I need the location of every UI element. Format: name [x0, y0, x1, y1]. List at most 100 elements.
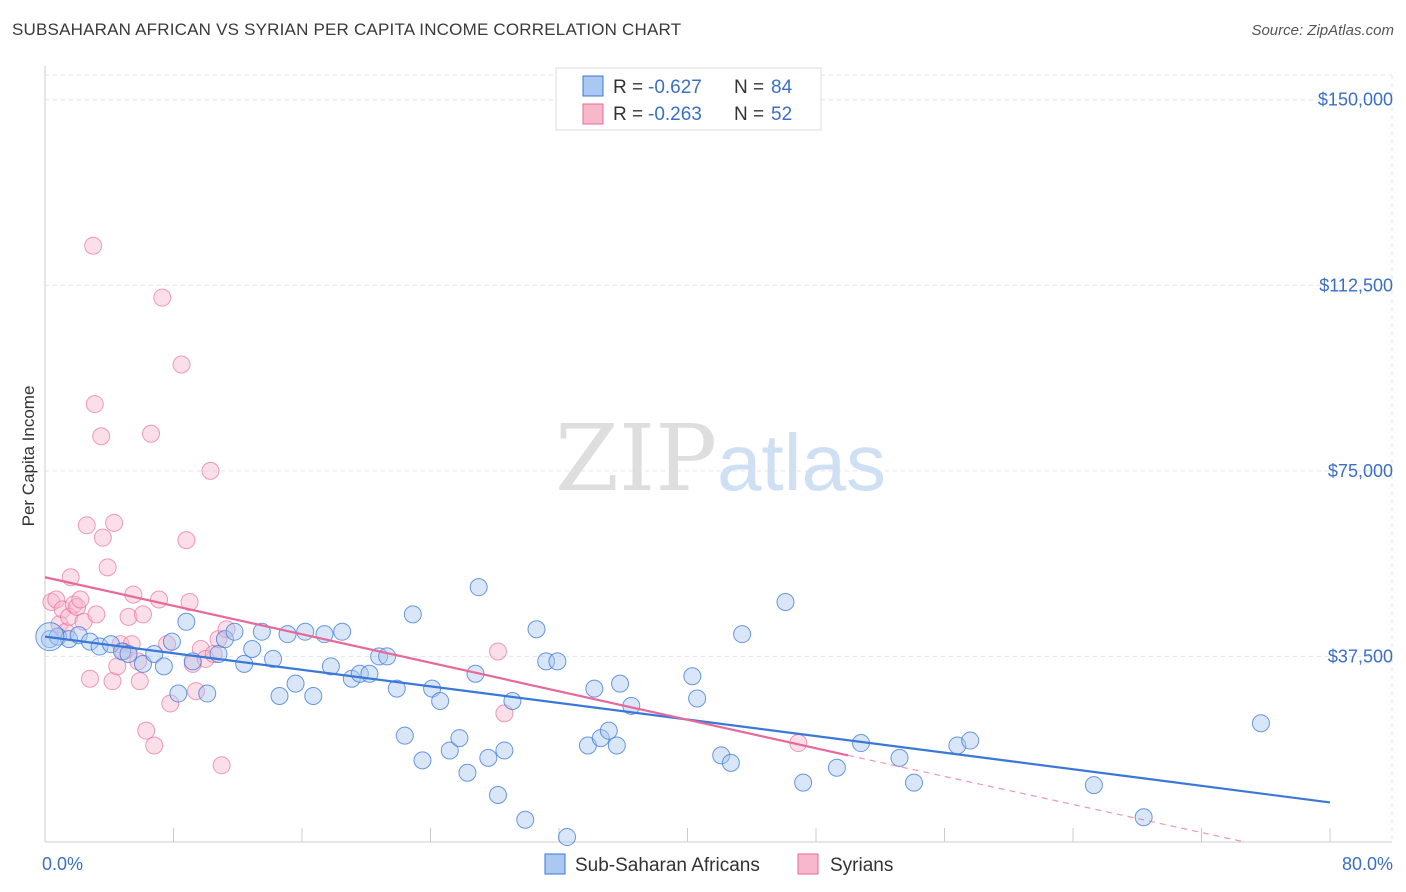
- subsaharan-point: [154, 657, 173, 676]
- subsaharan-point: [611, 674, 630, 693]
- subsaharan-point: [503, 691, 522, 710]
- subsaharan-point: [215, 630, 234, 649]
- legend-n-label-2: N =: [734, 104, 764, 125]
- y-axis-label: Per Capita Income: [19, 386, 38, 527]
- trend-lines: [44, 576, 1331, 843]
- subsaharan-point: [304, 687, 323, 706]
- subsaharan-point: [688, 689, 707, 708]
- subsaharan-point: [776, 593, 795, 612]
- subsaharan-point: [585, 679, 604, 698]
- subsaharan-point: [712, 746, 731, 765]
- syrians-point: [129, 652, 148, 671]
- subsaharan-point: [162, 632, 181, 651]
- y-tick-label-3: $150,000: [1318, 90, 1393, 110]
- watermark-atlas: atlas: [717, 418, 886, 507]
- subsaharan-point: [458, 763, 477, 782]
- legend-swatch-pink: [582, 103, 604, 125]
- subsaharan-point: [516, 810, 535, 829]
- x-tick-label-0: 0.0%: [42, 854, 83, 874]
- y-tick-label-2: $112,500: [1319, 275, 1393, 295]
- subsaharan-point: [827, 758, 846, 777]
- subsaharan-point: [296, 622, 315, 641]
- subsaharan-point: [225, 622, 244, 641]
- subsaharan-point: [961, 731, 980, 750]
- legend-swatch-blue: [582, 75, 604, 97]
- legend-r-label-1: R =: [613, 77, 643, 98]
- bottom-legend-label-pink: Syrians: [830, 855, 893, 876]
- syrians-point: [186, 682, 205, 701]
- subsaharan-point: [904, 773, 923, 792]
- subsaharan-point: [607, 736, 626, 755]
- syrians-point: [93, 528, 112, 547]
- subsaharan-point: [403, 605, 422, 624]
- legend: R = -0.627 N = 84 R = -0.263 N = 52: [555, 67, 822, 131]
- x-tick-label-1: 80.0%: [1342, 854, 1393, 874]
- subsaharan-point: [243, 640, 262, 659]
- bottom-legend-swatch-blue: [544, 853, 566, 875]
- subsaharan-point: [177, 612, 196, 631]
- legend-n-value-1: 84: [771, 77, 793, 98]
- syrians-point: [145, 736, 164, 755]
- subsaharan-point: [440, 741, 459, 760]
- syrians-point: [103, 672, 122, 691]
- subsaharan-point: [479, 748, 498, 767]
- y-tick-label-0: $37,500: [1328, 646, 1393, 666]
- syrians-point: [77, 516, 96, 535]
- subsaharan-point: [1084, 776, 1103, 795]
- syrians-point: [180, 593, 199, 612]
- subsaharan-point: [252, 622, 271, 641]
- y-tick-label-1: $75,000: [1328, 461, 1393, 481]
- subsaharan-point: [286, 674, 305, 693]
- subsaharan-points: [35, 578, 1270, 847]
- subsaharan-point: [321, 657, 340, 676]
- syrians-point: [201, 461, 220, 480]
- subsaharan-point: [794, 773, 813, 792]
- syrians-point: [137, 721, 156, 740]
- subsaharan-point: [527, 620, 546, 639]
- subsaharan-point: [721, 753, 740, 772]
- bottom-legend: Sub-Saharan Africans Syrians: [544, 853, 893, 876]
- subsaharan-point: [1251, 714, 1270, 733]
- syrians-point: [87, 605, 106, 624]
- syrians-point: [150, 590, 169, 609]
- subsaharan-point: [198, 684, 217, 703]
- subsaharan-point: [495, 741, 514, 760]
- subsaharan-point: [264, 649, 283, 668]
- axes: [44, 66, 1392, 843]
- syrians-point: [85, 395, 104, 414]
- syrians-trend-line: [44, 576, 849, 757]
- subsaharan-point: [278, 625, 297, 644]
- syrians-point: [42, 593, 61, 612]
- legend-n-label-1: N =: [734, 77, 764, 98]
- bottom-legend-label-blue: Sub-Saharan Africans: [575, 855, 760, 876]
- syrians-point: [153, 288, 172, 307]
- source-label: Source: ZipAtlas.com: [1251, 22, 1394, 39]
- subsaharan-point: [413, 751, 432, 770]
- x-tick-labels: 0.0% 80.0%: [42, 854, 1393, 874]
- syrians-point: [133, 605, 152, 624]
- chart-title: SUBSAHARAN AFRICAN VS SYRIAN PER CAPITA …: [12, 20, 682, 39]
- syrians-point: [105, 513, 124, 532]
- syrians-point: [142, 424, 161, 443]
- subsaharan-point: [558, 828, 577, 847]
- subsaharan-point: [270, 687, 289, 706]
- subsaharan-point: [599, 721, 618, 740]
- subsaharan-point: [1134, 808, 1153, 827]
- syrians-point: [108, 657, 127, 676]
- syrians-trend-line-extension: [847, 754, 1246, 843]
- subsaharan-point: [733, 625, 752, 644]
- subsaharan-point: [431, 691, 450, 710]
- legend-n-value-2: 52: [771, 104, 792, 125]
- bottom-legend-swatch-pink: [797, 853, 819, 875]
- subsaharan-point: [387, 679, 406, 698]
- legend-r-value-1: -0.627: [648, 77, 702, 98]
- y-tick-labels: $37,500 $75,000 $112,500 $150,000: [1318, 90, 1393, 667]
- subsaharan-point: [548, 652, 567, 671]
- syrians-point: [53, 600, 72, 619]
- syrians-point: [84, 236, 103, 255]
- subsaharan-point: [395, 726, 414, 745]
- syrians-point: [488, 642, 507, 661]
- watermark-zip: ZIP: [555, 405, 717, 512]
- subsaharan-point: [890, 748, 909, 767]
